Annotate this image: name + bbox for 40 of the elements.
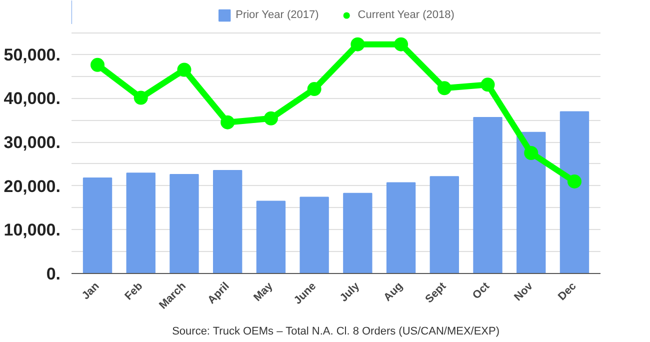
y-tick-label: 50,000. [4, 45, 61, 64]
bar [386, 182, 416, 274]
x-tick-label: Nov [512, 280, 536, 304]
bar [170, 174, 199, 274]
point [350, 37, 365, 52]
bar [256, 200, 286, 274]
legend-label: Current Year (2018) [358, 9, 454, 21]
point [480, 78, 495, 92]
point [567, 174, 582, 188]
point [307, 82, 322, 96]
bar [343, 192, 372, 274]
point [394, 37, 408, 52]
bar [560, 111, 590, 274]
point [177, 62, 192, 77]
x-tick-label: Oct [470, 280, 492, 302]
y-tick-label: 0. [46, 264, 61, 284]
point [264, 111, 278, 126]
x-tick-label: Dec [556, 280, 579, 304]
bar [126, 172, 156, 274]
y-tick-label: 20,000. [4, 176, 61, 196]
x-tick-label: Feb [122, 280, 146, 303]
x-tick-label: Aug [382, 280, 406, 304]
source-note: Source: Truck OEMs – Total N.A. Cl. 8 Orders (US/CAN/MEX/EXP) [172, 326, 500, 338]
point [220, 115, 235, 130]
x-tick-label: May [252, 280, 276, 304]
y-tick-label: 30,000. [4, 133, 61, 152]
point [524, 146, 538, 160]
legend-label: Prior Year (2017) [236, 9, 319, 21]
point [90, 58, 105, 72]
bar [516, 132, 546, 274]
bar [430, 176, 459, 274]
point [134, 90, 148, 105]
bar [213, 170, 242, 274]
x-tick-label: Jan [80, 280, 102, 302]
bar [300, 196, 329, 274]
y-tick-label: 40,000. [4, 89, 61, 108]
bar [473, 117, 502, 274]
y-tick-label: 10,000. [4, 220, 61, 240]
point [437, 81, 452, 96]
bar [82, 177, 112, 274]
